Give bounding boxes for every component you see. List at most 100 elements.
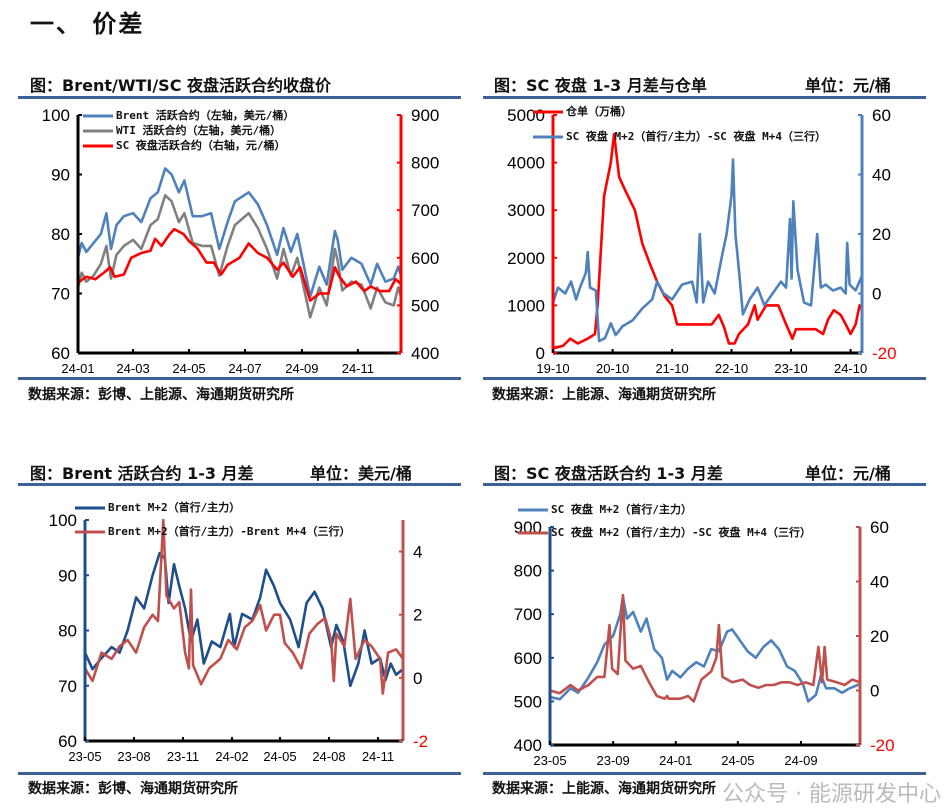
x-tick-label: 23-11 bbox=[167, 749, 199, 764]
left-tick-label: 80 bbox=[58, 622, 77, 641]
chart2-top-rule bbox=[483, 96, 926, 99]
x-tick-label: 24-09 bbox=[285, 361, 318, 376]
chart2-source: 数据来源：上能源、海通期货研究所 bbox=[492, 387, 716, 403]
right-tick-label: 600 bbox=[411, 249, 439, 268]
series-line-3 bbox=[77, 227, 402, 302]
x-tick-label: 24-11 bbox=[362, 749, 394, 764]
left-tick-label: 70 bbox=[58, 677, 77, 696]
right-tick-label: -20 bbox=[870, 736, 895, 755]
x-tick-label: 20-10 bbox=[596, 361, 629, 376]
left-tick-label: 400 bbox=[514, 736, 542, 755]
right-tick-label: 700 bbox=[411, 201, 439, 220]
chart4-source: 数据来源：上能源、海通期货研究所 bbox=[492, 781, 716, 797]
legend-label: SC 夜盘 M+2（首行/主力）-SC 夜盘 M+4（三行） bbox=[551, 526, 811, 539]
x-tick-label: 24-08 bbox=[312, 749, 345, 764]
x-tick-label: 23-05 bbox=[68, 749, 101, 764]
left-tick-label: 100 bbox=[42, 106, 70, 125]
chart4-unit: 单位：元/桶 bbox=[805, 464, 891, 483]
chart1-bottom-rule bbox=[18, 377, 461, 380]
legend-label: 仓单（万桶） bbox=[566, 105, 632, 118]
chart-1: 60 70 80 90 100 400 500 600 700 800 900 24-01 24-03 2… bbox=[42, 106, 440, 376]
left-tick-label: 60 bbox=[58, 732, 77, 751]
chart4-bottom-rule bbox=[483, 772, 926, 775]
x-tick-label: 24-01 bbox=[61, 361, 94, 376]
right-tick-label: 0 bbox=[872, 285, 881, 304]
x-tick-label: 24-02 bbox=[215, 749, 248, 764]
chart3-bottom-rule bbox=[18, 772, 461, 775]
left-tick-label: 0 bbox=[536, 344, 545, 363]
left-tick-label: 1000 bbox=[507, 296, 545, 315]
right-tick-label: 0 bbox=[870, 682, 879, 701]
right-tick-label: 20 bbox=[870, 627, 889, 646]
right-tick-label: -20 bbox=[872, 344, 897, 363]
legend-label: SC 夜盘 M+2（首行/主力）-SC 夜盘 M+4（三行） bbox=[566, 130, 826, 143]
x-tick-label: 23-10 bbox=[774, 361, 807, 376]
right-tick-label: 4 bbox=[413, 543, 422, 562]
chart3-title: 图：Brent 活跃合约 1-3 月差 bbox=[30, 464, 254, 483]
series-line-1 bbox=[549, 595, 861, 703]
x-tick-label: 23-08 bbox=[117, 749, 150, 764]
chart1-source: 数据来源：彭博、上能源、海通期货研究所 bbox=[28, 387, 294, 403]
right-tick-label: 2 bbox=[413, 606, 422, 625]
legend-label: SC 夜盘活跃合约（右轴，元/桶） bbox=[116, 139, 286, 152]
chart3-source: 数据来源：彭博、海通期货研究所 bbox=[28, 781, 238, 797]
series-line-2 bbox=[83, 518, 405, 695]
left-tick-label: 4000 bbox=[507, 154, 545, 173]
chart3-top-rule bbox=[18, 483, 461, 486]
series-line-1 bbox=[552, 132, 864, 350]
chart-3: 60 70 80 90 100 -2 0 2 4 23-05 23-08 23-11 24-02 24-0… bbox=[49, 506, 428, 764]
x-tick-label: 21-10 bbox=[655, 361, 688, 376]
series-line-2 bbox=[76, 194, 403, 319]
x-tick-label: 24-11 bbox=[342, 361, 374, 376]
right-tick-label: 60 bbox=[870, 518, 889, 537]
left-tick-label: 3000 bbox=[507, 201, 545, 220]
left-tick-label: 70 bbox=[51, 285, 70, 304]
right-tick-label: 500 bbox=[411, 296, 439, 315]
legend-label: Brent M+2（首行/主力） bbox=[108, 501, 241, 514]
left-tick-label: 600 bbox=[514, 649, 542, 668]
series-line-2 bbox=[549, 593, 861, 703]
left-tick-label: 90 bbox=[58, 566, 77, 585]
section-title: 一、 价差 bbox=[30, 10, 145, 38]
series-line-1 bbox=[76, 167, 403, 298]
x-tick-label: 24-07 bbox=[228, 361, 261, 376]
right-tick-label: -2 bbox=[413, 732, 428, 751]
chart3-unit: 单位：美元/桶 bbox=[310, 464, 412, 483]
left-tick-label: 60 bbox=[51, 344, 70, 363]
left-tick-label: 5000 bbox=[507, 106, 545, 125]
right-tick-label: 60 bbox=[872, 106, 891, 125]
watermark: 公众号 · 能源研发中心 bbox=[722, 782, 941, 807]
x-tick-label: 24-05 bbox=[263, 749, 296, 764]
chart4-title: 图：SC 夜盘活跃合约 1-3 月差 bbox=[494, 464, 723, 483]
chart1-top-rule bbox=[18, 96, 461, 99]
legend-label: Brent M+2（首行/主力）-Brent M+4（三行） bbox=[108, 525, 351, 538]
x-tick-label: 24-10 bbox=[834, 361, 867, 376]
legend-label: Brent 活跃合约（左轴，美元/桶） bbox=[116, 109, 295, 122]
left-tick-label: 90 bbox=[51, 166, 70, 185]
chart-2: 0 1000 2000 3000 4000 5000 -20 0 20 40 60 19-10 20-1… bbox=[507, 106, 896, 376]
chart2-bottom-rule bbox=[483, 377, 926, 380]
x-tick-label: 24-01 bbox=[659, 753, 692, 768]
x-tick-label: 24-05 bbox=[172, 361, 205, 376]
chart1-title: 图：Brent/WTI/SC 夜盘活跃合约收盘价 bbox=[30, 76, 332, 95]
series-line-2 bbox=[551, 158, 864, 343]
left-tick-label: 500 bbox=[514, 692, 542, 711]
right-tick-label: 900 bbox=[411, 106, 439, 125]
right-tick-label: 800 bbox=[411, 154, 439, 173]
x-tick-label: 24-03 bbox=[116, 361, 149, 376]
chart2-title: 图：SC 夜盘 1-3 月差与仓单 bbox=[494, 76, 707, 95]
left-tick-label: 2000 bbox=[507, 249, 545, 268]
right-tick-label: 400 bbox=[411, 344, 439, 363]
left-tick-label: 100 bbox=[49, 511, 77, 530]
x-tick-label: 24-09 bbox=[784, 753, 817, 768]
right-tick-label: 40 bbox=[870, 573, 889, 592]
left-tick-label: 700 bbox=[514, 605, 542, 624]
legend-label: WTI 活跃合约（左轴，美元/桶） bbox=[116, 124, 282, 137]
right-tick-label: 40 bbox=[872, 166, 891, 185]
chart2-unit: 单位：元/桶 bbox=[805, 76, 891, 95]
x-tick-label: 23-05 bbox=[533, 753, 566, 768]
left-tick-label: 80 bbox=[51, 225, 70, 244]
x-tick-label: 24-05 bbox=[721, 753, 754, 768]
